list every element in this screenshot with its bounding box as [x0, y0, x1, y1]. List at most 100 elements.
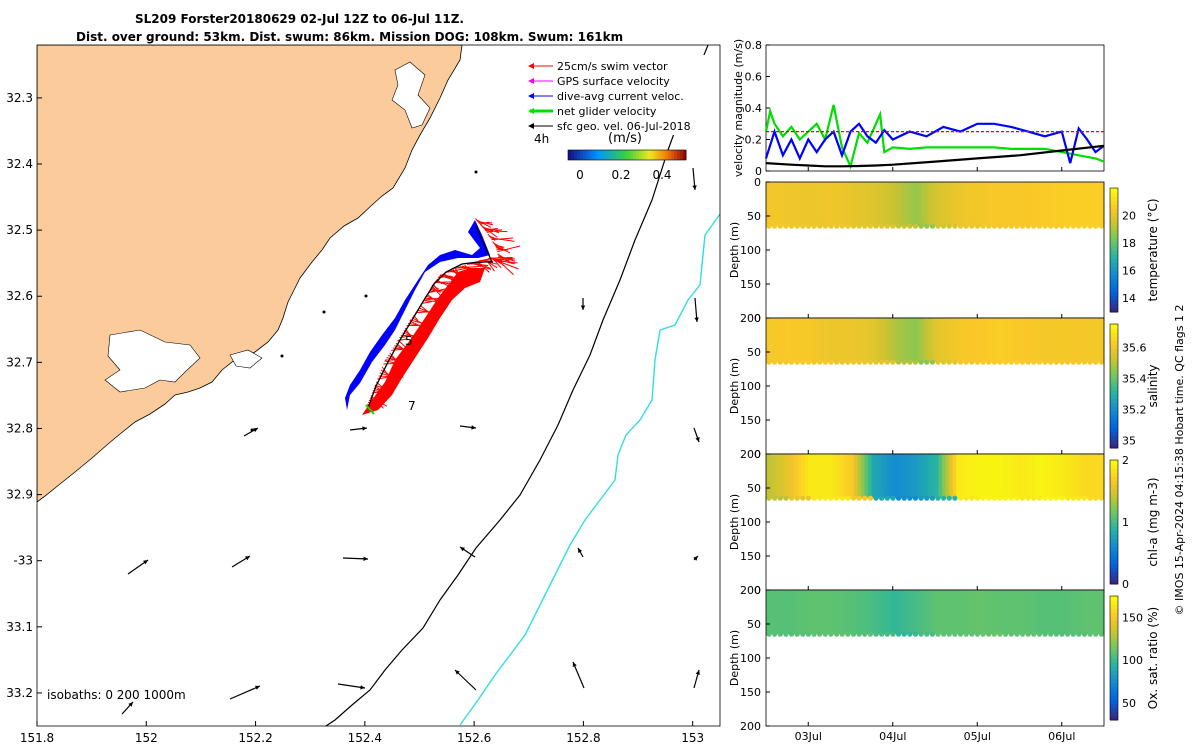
heatmap-cell: [843, 454, 848, 499]
geo-velocity-arrowhead: [245, 556, 250, 561]
heatmap-cell: [994, 182, 999, 227]
heatmap-edge: [1087, 359, 1093, 365]
heatmap-cell: [854, 318, 858, 363]
heatmap-edge: [766, 631, 772, 637]
heatmap-cell: [935, 454, 939, 499]
heatmap-edge: [1042, 495, 1048, 501]
legend-swatch-head: [528, 93, 534, 99]
heatmap-cell: [889, 318, 894, 363]
heatmap-cell: [977, 454, 982, 499]
heatmap-colorbar-cell: [1110, 476, 1118, 482]
colorbar-tick-label: 0: [576, 168, 584, 182]
heatmap-cell: [839, 318, 844, 363]
heatmap-cell: [846, 590, 851, 635]
heatmap-cell: [808, 590, 813, 635]
heatmap-cell: [1019, 454, 1024, 499]
heatmap-edge: [879, 495, 885, 501]
heatmap-cell: [822, 318, 827, 363]
velocity-y-tick-label: 0.8: [745, 39, 763, 52]
heatmap-cell: [1030, 454, 1034, 499]
heatmap-cell: [980, 318, 985, 363]
heatmap-cell: [769, 454, 774, 499]
heatmap-cell: [815, 182, 820, 227]
heatmap-edge: [884, 359, 890, 365]
legend-swatch-head: [528, 63, 534, 69]
geo-velocity-arrowhead: [455, 670, 460, 675]
heatmap-cell: [899, 318, 904, 363]
heatmap-colorbar-cell: [1110, 575, 1118, 581]
heatmap-edge: [980, 223, 986, 229]
heatmap-cell: [1082, 318, 1087, 363]
heatmap-edge: [794, 631, 800, 637]
heatmap-y-tick-label: 150: [740, 278, 761, 291]
heatmap-edge: [957, 495, 964, 501]
heatmap-cell: [787, 318, 792, 363]
heatmap-edge: [1036, 495, 1042, 501]
heatmap-cell: [1061, 318, 1066, 363]
heatmap-x-tick-label: 06Jul: [1048, 730, 1075, 743]
colorbar-cell: [629, 150, 634, 160]
heatmap-cell: [1061, 454, 1066, 499]
heatmap-cell: [832, 182, 837, 227]
heatmap-colorbar-tick-label: 14: [1122, 292, 1136, 305]
heatmap-edge: [811, 359, 817, 365]
heatmap-cell: [1015, 318, 1020, 363]
heatmap-colorbar-cell: [1110, 682, 1118, 688]
colorbar-cell: [680, 150, 684, 160]
heatmap-cell: [998, 590, 1003, 635]
heatmap-colorbar-cell: [1110, 699, 1118, 704]
map-y-tick-label: 32.7: [6, 355, 33, 369]
heatmap-cell: [832, 318, 837, 363]
heatmap-colorbar-cell: [1110, 212, 1118, 218]
heatmap-colorbar-cell: [1110, 484, 1118, 490]
colorbar-cell: [671, 150, 675, 160]
heatmap-colorbar-cell: [1110, 299, 1118, 305]
heatmap-cell: [903, 318, 908, 363]
heatmap-edge: [873, 495, 879, 501]
heatmap-colorbar-cell: [1110, 410, 1118, 416]
colorbar-cell: [570, 150, 575, 160]
heatmap-cell: [787, 454, 792, 499]
heatmap-edge: [890, 495, 896, 501]
heatmap-cell: [1093, 318, 1098, 363]
heatmap-cell: [861, 590, 865, 635]
heatmap-cell: [766, 182, 770, 227]
heatmap-edge: [1014, 495, 1020, 501]
heatmap-colorbar-cell: [1110, 373, 1118, 379]
heatmap-cell: [780, 318, 785, 363]
heatmap-edge: [907, 359, 913, 365]
heatmap-cell: [1012, 590, 1017, 635]
heatmap-edge: [935, 631, 941, 637]
heatmap-edge: [850, 359, 857, 365]
swim-vector: [476, 219, 492, 228]
heatmap-edge: [974, 359, 981, 365]
heatmap-edge: [1048, 631, 1054, 637]
heatmap-edge: [783, 223, 789, 229]
heatmap-cell: [829, 590, 834, 635]
heatmap-colorbar-cell: [1110, 336, 1118, 342]
heatmap-colorbar-cell: [1110, 427, 1118, 432]
heatmap-colorbar-cell: [1110, 579, 1118, 585]
heatmap-cell: [927, 454, 932, 499]
heatmap-colorbar-cell: [1110, 381, 1118, 387]
swim-vector: [497, 253, 513, 265]
heatmap-cell: [892, 318, 897, 363]
heatmap-cell: [825, 454, 830, 499]
heatmap-colorbar-cell: [1110, 365, 1118, 370]
heatmap-edge: [1031, 631, 1037, 637]
day-label: 5: [405, 334, 413, 348]
heatmap-colorbar-cell: [1110, 703, 1118, 709]
heatmap-colorbar-cell: [1110, 707, 1118, 713]
heatmap-cell: [935, 590, 939, 635]
heatmap-cell: [857, 454, 862, 499]
heatmap-cell: [1079, 182, 1084, 227]
heatmap-cell: [1012, 454, 1017, 499]
heatmap-cell: [966, 454, 971, 499]
geo-velocity-arrowhead: [578, 548, 583, 553]
heatmap-cell: [984, 318, 989, 363]
heatmap-edge: [980, 631, 986, 637]
heatmap-cell: [1037, 182, 1042, 227]
heatmap-cell: [773, 590, 777, 635]
heatmap-cell: [1072, 454, 1077, 499]
